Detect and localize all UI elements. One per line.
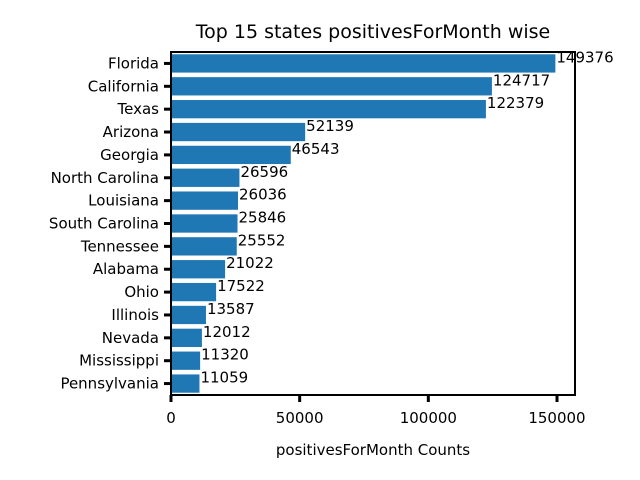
y-tick-label: Pennsylvania (60, 375, 159, 393)
y-tick-label: Tennessee (80, 237, 159, 255)
data-label: 11059 (200, 369, 248, 387)
chart-title: Top 15 states positivesForMonth wise (195, 21, 551, 43)
bar (171, 214, 238, 233)
bar (171, 77, 492, 96)
y-tick-label: California (88, 77, 159, 95)
x-tick-label: 150000 (528, 409, 585, 427)
y-tick-label: Mississippi (79, 352, 159, 370)
bar (171, 328, 202, 347)
data-label: 12012 (203, 323, 251, 341)
data-label: 26596 (240, 163, 288, 181)
data-label: 25552 (238, 231, 286, 249)
data-label: 11320 (201, 346, 249, 364)
x-axis-ticks: 0 50000 100000 150000 (166, 395, 586, 427)
y-tick-label: Illinois (111, 306, 159, 324)
plot-frame (170, 51, 576, 396)
data-label: 52139 (306, 117, 354, 135)
x-axis-label: positivesForMonth Counts (276, 441, 470, 459)
bar (171, 351, 201, 370)
bar (171, 237, 237, 256)
y-tick-label: Georgia (100, 146, 159, 164)
bar (171, 191, 238, 210)
bars-group (171, 54, 556, 393)
y-tick-label: North Carolina (51, 169, 159, 187)
bar (171, 305, 206, 325)
x-tick-label: 0 (166, 409, 176, 427)
bar (171, 282, 217, 302)
y-tick-label: South Carolina (49, 215, 159, 233)
bar (171, 374, 200, 393)
data-labels-group: 1493761247171223795213946543265962603625… (200, 48, 613, 386)
bar (171, 122, 306, 142)
y-axis-ticks: Florida California Texas Arizona Georgia Nort… (49, 54, 171, 393)
data-label: 25846 (239, 209, 287, 227)
bar (171, 145, 291, 165)
y-tick-label: Ohio (124, 283, 159, 301)
data-label: 21022 (226, 254, 274, 272)
x-tick-label: 100000 (400, 409, 457, 427)
data-label: 13587 (207, 300, 255, 318)
y-tick-label: Louisiana (88, 192, 159, 210)
bar (171, 168, 240, 187)
data-label: 124717 (493, 71, 550, 89)
bar (171, 54, 556, 73)
y-tick-label: Texas (117, 100, 160, 118)
data-label: 122379 (487, 94, 544, 112)
y-tick-label: Florida (108, 54, 159, 72)
data-label: 17522 (217, 277, 265, 295)
data-label: 46543 (292, 140, 340, 158)
bar (171, 100, 486, 119)
x-tick-label: 50000 (276, 409, 324, 427)
y-tick-label: Nevada (102, 329, 159, 347)
data-label: 26036 (239, 186, 287, 204)
y-tick-label: Alabama (93, 260, 159, 278)
y-tick-label: Arizona (103, 123, 159, 141)
bar (171, 260, 226, 279)
